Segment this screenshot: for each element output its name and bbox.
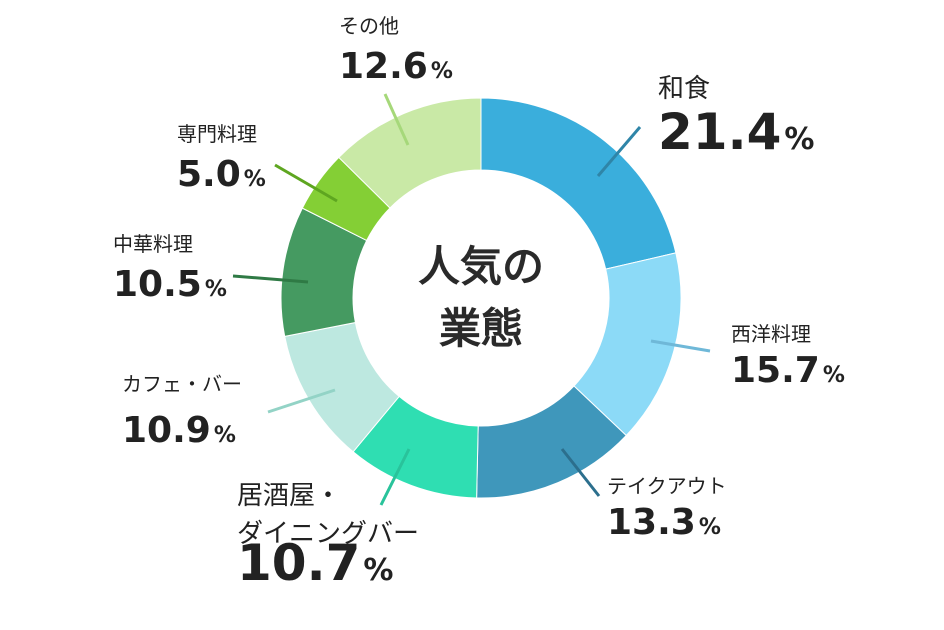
slice-label-5: 中華料理 xyxy=(113,232,193,256)
slice-value-4: 10.9% xyxy=(122,410,236,451)
slice-label-1: 西洋料理 xyxy=(731,322,811,346)
slice-value-5: 10.5% xyxy=(113,264,227,305)
leader-line-0 xyxy=(596,126,642,177)
slice-label-2: テイクアウト xyxy=(607,474,727,498)
chart-title-line-1: 人気の xyxy=(418,242,544,291)
slice-label-4: カフェ・バー xyxy=(122,372,242,396)
chart-title-line-2: 業態 xyxy=(439,304,523,353)
slice-value-1: 15.7% xyxy=(731,350,845,391)
leader-line-7 xyxy=(383,93,410,146)
leader-line-6 xyxy=(274,163,338,203)
slice-label-6: 専門料理 xyxy=(177,122,257,146)
slice-value-0: 21.4% xyxy=(658,103,814,161)
slice-label-3-line-1: ダイニングバー xyxy=(237,519,419,549)
slice-value-2: 13.3% xyxy=(607,502,721,543)
pie-slice-7 xyxy=(338,97,482,209)
leader-line-2 xyxy=(560,448,601,497)
slice-value-3: 10.7% xyxy=(237,534,393,592)
leader-line-5 xyxy=(232,274,309,284)
leader-line-3 xyxy=(379,448,411,506)
slice-label-7: その他 xyxy=(339,14,399,38)
leader-line-1 xyxy=(650,339,711,353)
slice-value-7: 12.6% xyxy=(339,46,453,87)
slice-value-6: 5.0% xyxy=(177,154,266,195)
slice-label-0: 和食 xyxy=(658,74,710,104)
slice-label-3-line-0: 居酒屋・ xyxy=(237,481,341,511)
leader-line-4 xyxy=(267,388,336,414)
